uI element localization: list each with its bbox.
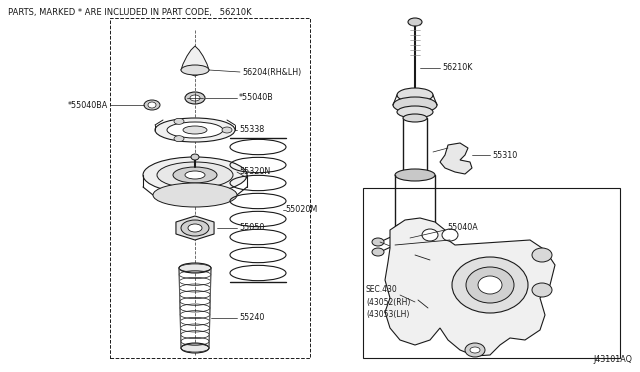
Ellipse shape — [397, 88, 433, 102]
Ellipse shape — [181, 220, 209, 236]
Ellipse shape — [179, 263, 211, 273]
Text: 55240: 55240 — [239, 314, 264, 323]
Ellipse shape — [173, 167, 217, 183]
Text: SEC.430: SEC.430 — [366, 285, 397, 295]
Ellipse shape — [465, 343, 485, 357]
Ellipse shape — [167, 122, 223, 138]
Ellipse shape — [188, 224, 202, 232]
Ellipse shape — [185, 92, 205, 104]
Text: 56204(RH&LH): 56204(RH&LH) — [242, 67, 301, 77]
Ellipse shape — [395, 222, 435, 234]
Ellipse shape — [397, 106, 433, 118]
Ellipse shape — [144, 100, 160, 110]
Text: PARTS, MARKED * ARE INCLUDED IN PART CODE,   56210K: PARTS, MARKED * ARE INCLUDED IN PART COD… — [8, 7, 252, 16]
Ellipse shape — [532, 283, 552, 297]
Text: *55040B: *55040B — [239, 93, 274, 103]
Ellipse shape — [185, 171, 205, 179]
Ellipse shape — [452, 257, 528, 313]
Text: 55020M: 55020M — [285, 205, 317, 215]
Polygon shape — [181, 46, 209, 76]
Ellipse shape — [157, 162, 233, 188]
Ellipse shape — [422, 229, 438, 241]
Ellipse shape — [478, 276, 502, 294]
Ellipse shape — [143, 157, 247, 193]
Text: 55050: 55050 — [239, 224, 264, 232]
Ellipse shape — [372, 238, 384, 246]
Polygon shape — [176, 216, 214, 240]
Bar — [110, 18, 310, 358]
Ellipse shape — [181, 343, 209, 353]
Ellipse shape — [174, 136, 184, 142]
Bar — [363, 188, 620, 358]
Polygon shape — [385, 218, 555, 356]
Text: *55040BA: *55040BA — [68, 100, 108, 109]
Ellipse shape — [174, 118, 184, 124]
Ellipse shape — [190, 95, 200, 101]
Ellipse shape — [222, 127, 232, 133]
Ellipse shape — [395, 169, 435, 181]
Text: 55310: 55310 — [492, 151, 517, 160]
Text: 55040A: 55040A — [447, 224, 477, 232]
Text: (43052(RH): (43052(RH) — [366, 298, 410, 307]
Ellipse shape — [183, 126, 207, 134]
Ellipse shape — [403, 114, 427, 122]
Ellipse shape — [442, 229, 458, 241]
Text: 56210K: 56210K — [442, 64, 472, 73]
Ellipse shape — [181, 65, 209, 75]
Ellipse shape — [470, 347, 480, 353]
Ellipse shape — [466, 267, 514, 303]
Ellipse shape — [148, 102, 156, 108]
Ellipse shape — [191, 154, 199, 160]
Ellipse shape — [532, 248, 552, 262]
Text: (43053(LH): (43053(LH) — [366, 310, 410, 318]
Text: 55320N: 55320N — [239, 167, 270, 176]
Ellipse shape — [393, 97, 437, 113]
Ellipse shape — [153, 183, 237, 207]
Text: J43101AQ: J43101AQ — [593, 356, 632, 365]
Ellipse shape — [408, 18, 422, 26]
Ellipse shape — [372, 248, 384, 256]
Ellipse shape — [155, 118, 235, 142]
Text: 55338: 55338 — [239, 125, 264, 135]
Polygon shape — [440, 143, 472, 174]
